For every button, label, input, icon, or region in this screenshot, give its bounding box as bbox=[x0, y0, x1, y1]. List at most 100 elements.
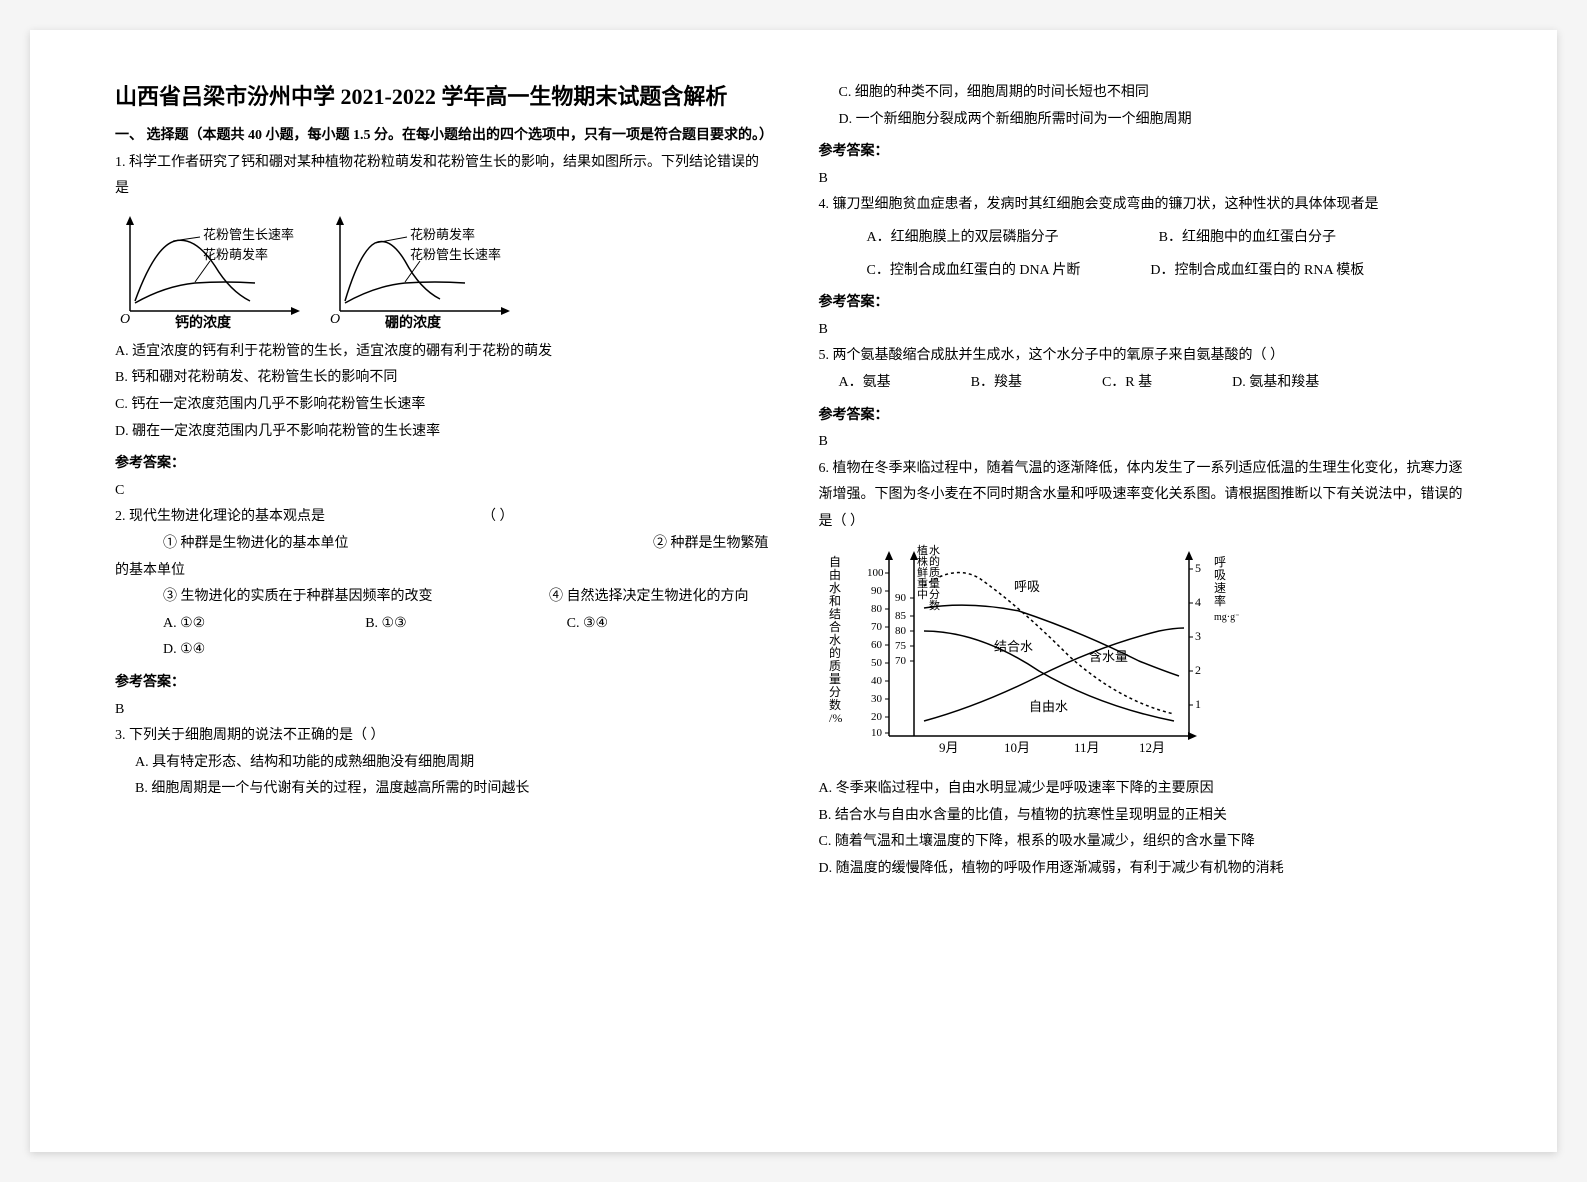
section-heading: 一、 选择题（本题共 40 小题，每小题 1.5 分。在每小题给出的四个选项中，… bbox=[115, 123, 769, 150]
q6-opt-c: C. 随着气温和土壤温度的下降，根系的吸水量减少，组织的含水量下降 bbox=[819, 829, 1473, 856]
svg-text:12月: 12月 bbox=[1139, 740, 1165, 755]
page: 山西省吕梁市汾州中学 2021-2022 学年高一生物期末试题含解析 一、 选择… bbox=[30, 30, 1557, 1152]
svg-text:80: 80 bbox=[871, 603, 883, 615]
q2-s2a: ② 种群是生物繁殖 bbox=[653, 531, 769, 558]
q5-text: 两个氨基酸缩合成肽并生成水，这个水分子中的氧原子来自氨基酸的（ ） bbox=[833, 348, 1285, 363]
svg-text:10月: 10月 bbox=[1004, 740, 1030, 755]
q2-stem: 2. 现代生物进化理论的基本观点是 （ ） bbox=[115, 504, 769, 531]
q3-num: 3. bbox=[115, 728, 126, 743]
q4-opt-a: A．红细胞膜上的双层磷脂分子 bbox=[867, 225, 1059, 252]
q1-opt-b: B. 钙和硼对花粉萌发、花粉管生长的影响不同 bbox=[115, 365, 769, 392]
q3-stem: 3. 下列关于细胞周期的说法不正确的是（ ） bbox=[115, 723, 769, 750]
q1a-label2: 花粉萌发率 bbox=[203, 247, 268, 262]
q6-opt-a: A. 冬季来临过程中，自由水明显减少是呼吸速率下降的主要原因 bbox=[819, 776, 1473, 803]
svg-text:20: 20 bbox=[871, 711, 883, 723]
q3-opt-b: B. 细胞周期是一个与代谢有关的过程，温度越高所需的时间越长 bbox=[115, 776, 769, 803]
q1-stem: 1. 科学工作者研究了钙和硼对某种植物花粉粒萌发和花粉管生长的影响，结果如图所示… bbox=[115, 150, 769, 203]
q5-options: A．氨基 B．羧基 C．R 基 D. 氨基和羧基 bbox=[819, 370, 1473, 397]
answer-label: 参考答案： bbox=[819, 403, 1473, 430]
q6-left-ticks: 100 90 80 70 60 50 40 30 20 10 bbox=[867, 567, 889, 739]
svg-text:11月: 11月 bbox=[1074, 740, 1100, 755]
q5-opt-d: D. 氨基和羧基 bbox=[1232, 370, 1319, 397]
q3-opt-a: A. 具有特定形态、结构和功能的成熟细胞没有细胞周期 bbox=[115, 750, 769, 777]
q4-opt-d: D．控制合成血红蛋白的 RNA 模板 bbox=[1150, 258, 1364, 285]
svg-text:70: 70 bbox=[895, 655, 907, 667]
q6-yleft-label: 自由水和结合水的质量分数/% bbox=[829, 555, 842, 725]
q2-opt-a: A. ①② bbox=[163, 611, 205, 638]
q1a-label1: 花粉管生长速率 bbox=[203, 227, 294, 242]
q5-opt-c: C．R 基 bbox=[1102, 370, 1152, 397]
q2-blank: （ ） bbox=[482, 509, 514, 524]
left-column: 山西省吕梁市汾州中学 2021-2022 学年高一生物期末试题含解析 一、 选择… bbox=[90, 80, 794, 1102]
q1-answer: C bbox=[115, 478, 769, 505]
q1-opt-a: A. 适宜浓度的钙有利于花粉管的生长，适宜浓度的硼有利于花粉的萌发 bbox=[115, 339, 769, 366]
q6-yright-label: 呼吸速率mg·g⁻¹ bbox=[1214, 555, 1239, 623]
answer-label: 参考答案： bbox=[819, 290, 1473, 317]
q3-opt-d: D. 一个新细胞分裂成两个新细胞所需时间为一个细胞周期 bbox=[819, 107, 1473, 134]
q3-opt-c: C. 细胞的种类不同，细胞周期的时间长短也不相同 bbox=[819, 80, 1473, 107]
q1-chart-a: 花粉管生长速率 花粉萌发率 O 钙的浓度 bbox=[115, 211, 305, 331]
q6-opt-d: D. 随温度的缓慢降低，植物的呼吸作用逐渐减弱，有利于减少有机物的消耗 bbox=[819, 856, 1473, 883]
answer-label: 参考答案： bbox=[115, 670, 769, 697]
q1-charts: 花粉管生长速率 花粉萌发率 O 钙的浓度 花粉萌发率 花粉管生长速率 O 硼的浓… bbox=[115, 211, 769, 331]
svg-text:85: 85 bbox=[895, 610, 907, 622]
q2-s1: ① 种群是生物进化的基本单位 bbox=[115, 531, 349, 558]
answer-label: 参考答案： bbox=[819, 139, 1473, 166]
q6-label-ziyou: 自由水 bbox=[1029, 699, 1068, 714]
q4-row2: C．控制合成血红蛋白的 DNA 片断 D．控制合成血红蛋白的 RNA 模板 bbox=[819, 258, 1473, 285]
q1b-xlabel: 硼的浓度 bbox=[385, 314, 442, 331]
q3-answer: B bbox=[819, 166, 1473, 193]
q2-options-abc: A. ①② B. ①③ C. ③④ bbox=[115, 611, 769, 638]
q1-opt-c: C. 钙在一定浓度范围内几乎不影响花粉管生长速率 bbox=[115, 392, 769, 419]
svg-text:75: 75 bbox=[895, 640, 907, 652]
svg-text:10: 10 bbox=[871, 727, 883, 739]
svg-text:80: 80 bbox=[895, 625, 907, 637]
q2-text: 现代生物进化理论的基本观点是 bbox=[129, 509, 325, 524]
q2-opt-c: C. ③④ bbox=[567, 611, 608, 638]
q1b-label2: 花粉管生长速率 bbox=[410, 247, 501, 262]
q5-answer: B bbox=[819, 429, 1473, 456]
q5-num: 5. bbox=[819, 348, 830, 363]
q6-x-ticks: 9月 10月 11月 12月 bbox=[939, 740, 1165, 755]
q2-num: 2. bbox=[115, 509, 126, 524]
q6-right-ticks: 5 4 3 2 1 bbox=[1189, 561, 1201, 711]
q2-s3: ③ 生物进化的实质在于种群基因频率的改变 bbox=[115, 584, 433, 611]
q4-answer: B bbox=[819, 317, 1473, 344]
svg-text:30: 30 bbox=[871, 693, 883, 705]
svg-text:1: 1 bbox=[1195, 697, 1201, 711]
svg-text:60: 60 bbox=[871, 639, 883, 651]
q6-opt-b: B. 结合水与自由水含量的比值，与植物的抗寒性呈现明显的正相关 bbox=[819, 803, 1473, 830]
q1-text: 科学工作者研究了钙和硼对某种植物花粉粒萌发和花粉管生长的影响，结果如图所示。下列… bbox=[115, 155, 759, 197]
svg-text:100: 100 bbox=[867, 567, 884, 579]
svg-text:5: 5 bbox=[1195, 561, 1201, 575]
q6-label-hanshui: 含水量 bbox=[1089, 649, 1128, 664]
q6-stem: 6. 植物在冬季来临过程中，随着气温的逐渐降低，体内发生了一系列适应低温的生理生… bbox=[819, 456, 1473, 536]
q2-answer: B bbox=[115, 697, 769, 724]
svg-text:3: 3 bbox=[1195, 629, 1201, 643]
q1a-origin: O bbox=[120, 312, 130, 327]
svg-text:90: 90 bbox=[871, 585, 883, 597]
q1a-xlabel: 钙的浓度 bbox=[175, 314, 232, 331]
q6-num: 6. bbox=[819, 461, 830, 476]
q5-opt-a: A．氨基 bbox=[839, 370, 891, 397]
svg-text:70: 70 bbox=[871, 621, 883, 633]
svg-text:水的质量分数: 水的质量分数 bbox=[929, 544, 940, 612]
svg-text:90: 90 bbox=[895, 592, 907, 604]
q2-line2: ③ 生物进化的实质在于种群基因频率的改变 ④ 自然选择决定生物进化的方向 bbox=[115, 584, 769, 611]
q2-s4: ④ 自然选择决定生物进化的方向 bbox=[549, 584, 749, 611]
svg-text:2: 2 bbox=[1195, 663, 1201, 677]
q6-yleft-sublabel: 植株鲜重中 bbox=[917, 543, 928, 601]
q1-chart-b: 花粉萌发率 花粉管生长速率 O 硼的浓度 bbox=[325, 211, 515, 331]
q3-text: 下列关于细胞周期的说法不正确的是（ ） bbox=[129, 728, 385, 743]
q2-s2b: 的基本单位 bbox=[115, 558, 769, 585]
q4-stem: 4. 镰刀型细胞贫血症患者，发病时其红细胞会变成弯曲的镰刀状，这种性状的具体体现… bbox=[819, 192, 1473, 219]
q6-left-subticks: 90 85 80 75 70 bbox=[895, 592, 914, 667]
q1-opt-d: D. 硼在一定浓度范围内几乎不影响花粉管的生长速率 bbox=[115, 419, 769, 446]
svg-text:40: 40 bbox=[871, 675, 883, 687]
doc-title: 山西省吕梁市汾州中学 2021-2022 学年高一生物期末试题含解析 bbox=[115, 80, 769, 113]
svg-text:9月: 9月 bbox=[939, 740, 959, 755]
q4-text: 镰刀型细胞贫血症患者，发病时其红细胞会变成弯曲的镰刀状，这种性状的具体体现者是 bbox=[833, 197, 1379, 212]
q6-text: 植物在冬季来临过程中，随着气温的逐渐降低，体内发生了一系列适应低温的生理生化变化… bbox=[819, 461, 1463, 529]
q1-num: 1. bbox=[115, 155, 126, 170]
answer-label: 参考答案： bbox=[115, 451, 769, 478]
